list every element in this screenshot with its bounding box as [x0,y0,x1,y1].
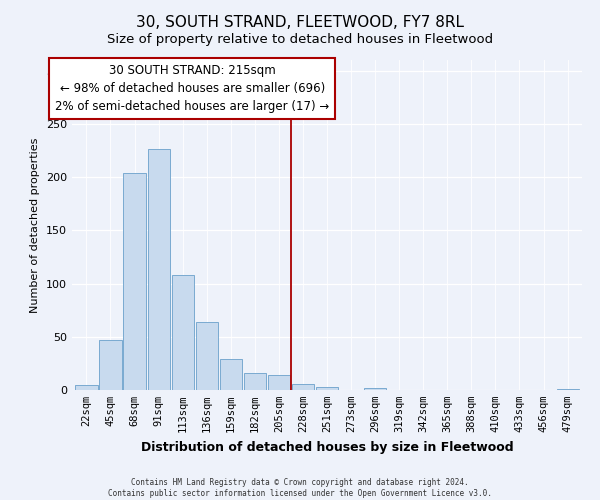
Bar [292,384,314,390]
Text: Size of property relative to detached houses in Fleetwood: Size of property relative to detached ho… [107,32,493,46]
Bar [124,173,146,390]
Text: 30, SOUTH STRAND, FLEETWOOD, FY7 8RL: 30, SOUTH STRAND, FLEETWOOD, FY7 8RL [136,15,464,30]
Bar [316,387,338,390]
Bar [76,384,98,390]
Bar [196,322,218,390]
Bar [364,388,386,390]
Bar [268,375,290,390]
Bar [148,150,170,390]
Y-axis label: Number of detached properties: Number of detached properties [31,138,40,312]
Text: 30 SOUTH STRAND: 215sqm
← 98% of detached houses are smaller (696)
2% of semi-de: 30 SOUTH STRAND: 215sqm ← 98% of detache… [55,64,329,114]
X-axis label: Distribution of detached houses by size in Fleetwood: Distribution of detached houses by size … [140,440,514,454]
Bar [100,340,122,390]
Text: Contains HM Land Registry data © Crown copyright and database right 2024.
Contai: Contains HM Land Registry data © Crown c… [108,478,492,498]
Bar [244,373,266,390]
Bar [220,359,242,390]
Bar [172,275,194,390]
Bar [557,389,578,390]
